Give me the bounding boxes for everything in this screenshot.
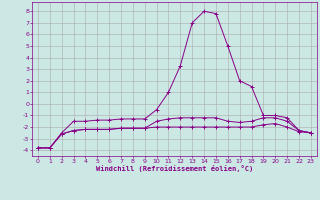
- X-axis label: Windchill (Refroidissement éolien,°C): Windchill (Refroidissement éolien,°C): [96, 165, 253, 172]
